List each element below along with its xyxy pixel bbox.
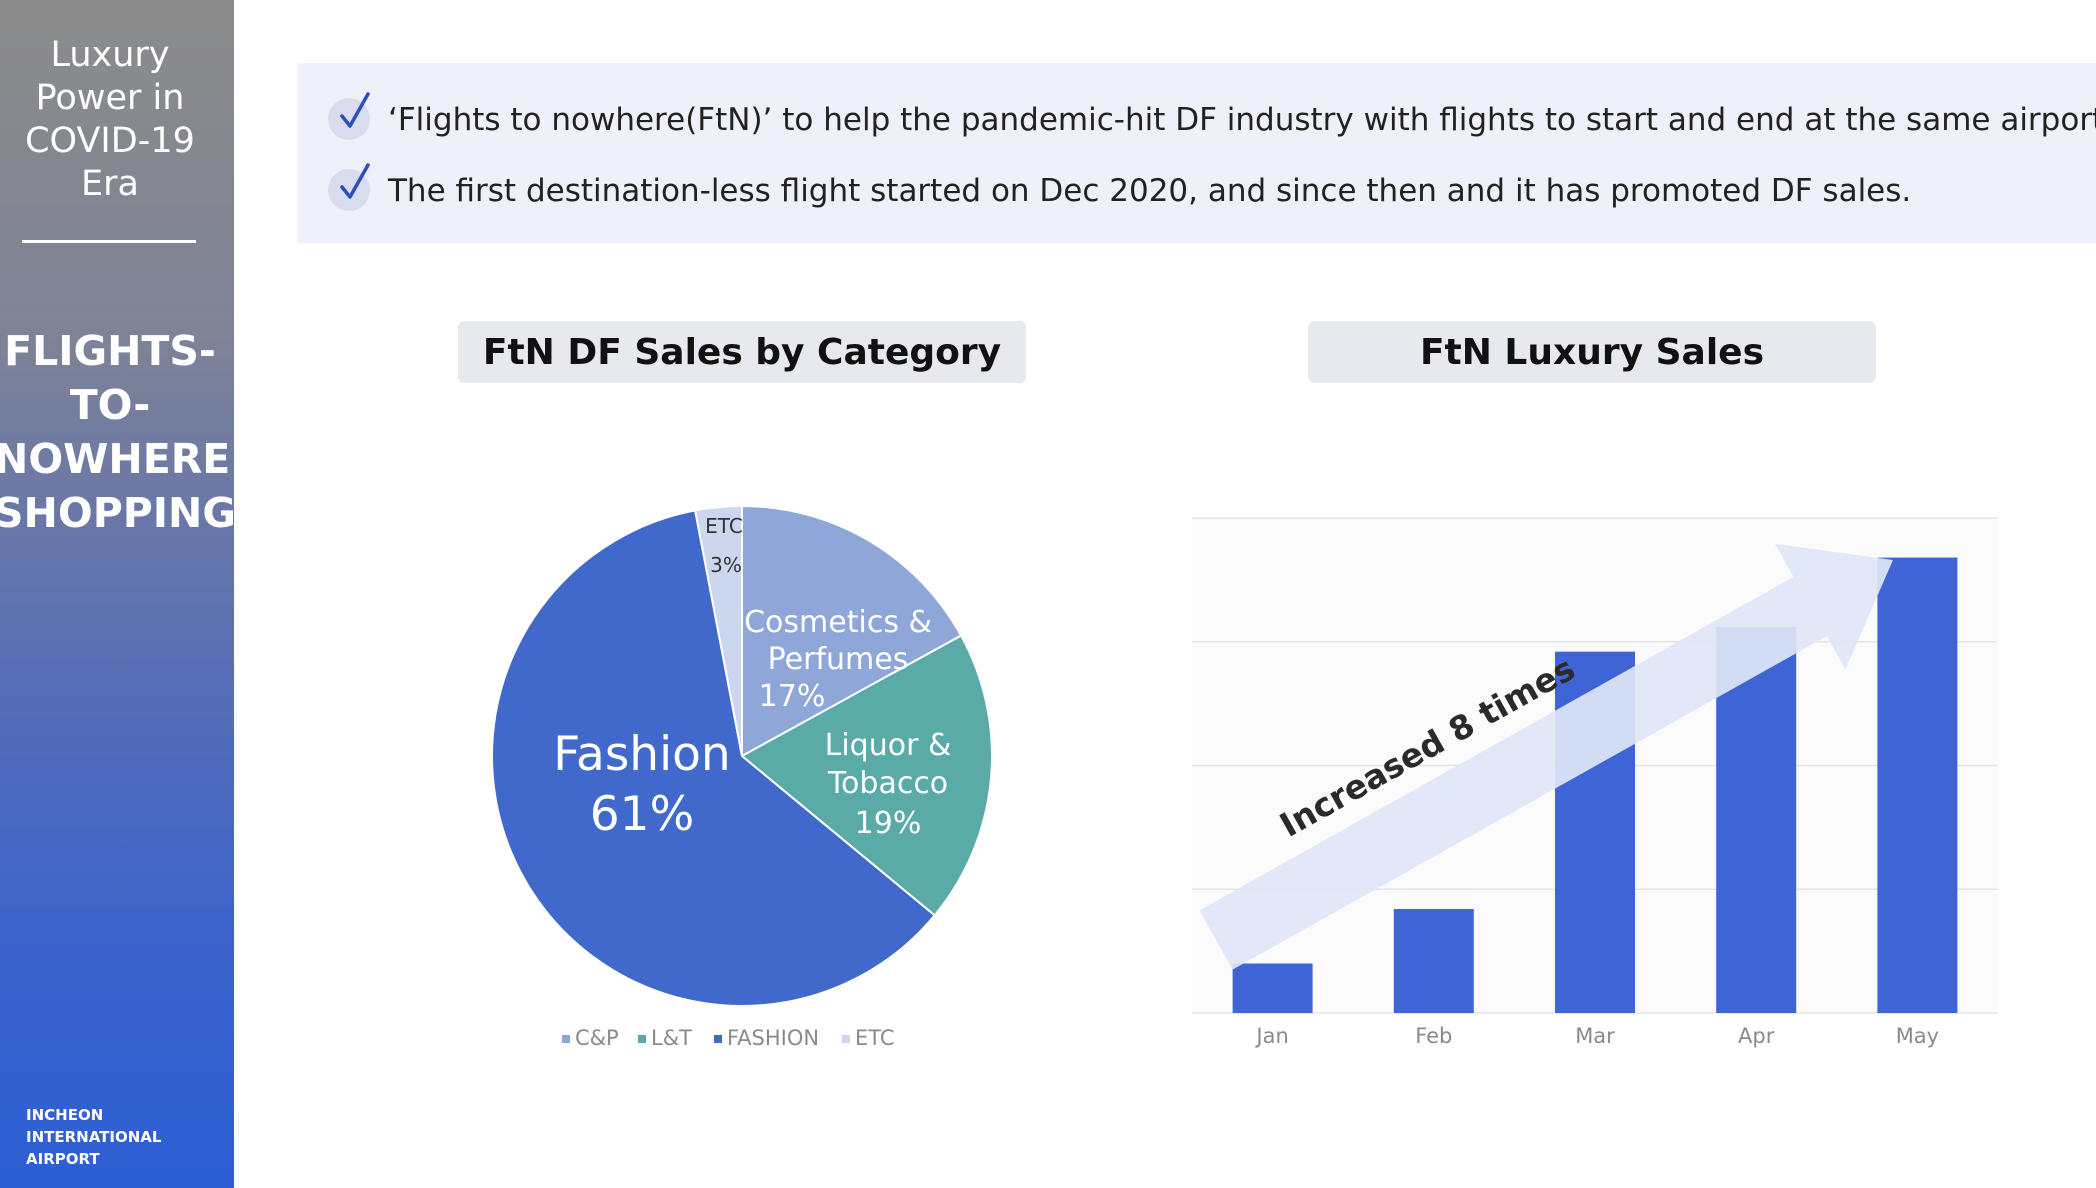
legend-swatch <box>714 1035 722 1043</box>
airport-logo: INCHEON INTERNATIONAL AIRPORT <box>26 1106 162 1168</box>
pie-slice-etc <box>693 504 743 757</box>
trend-arrow-icon <box>1199 543 1893 970</box>
section-subtitle: Luxury Power in COVID-19 Era <box>25 35 195 204</box>
bullet-text: ‘Flights to nowhere(FtN)’ to help the pa… <box>388 102 2096 138</box>
checkmark-icon <box>328 163 370 211</box>
x-tick-label: Mar <box>1575 1024 1615 1048</box>
slice-value: 17% <box>759 679 826 714</box>
pie-slice-cp <box>741 504 963 758</box>
x-tick-label: Jan <box>1254 1024 1288 1048</box>
bullet-text: The first destination-less flight starte… <box>388 173 1912 209</box>
pie-slice-lt <box>740 634 993 917</box>
legend-label: FASHION <box>727 1026 819 1050</box>
bar-apr <box>1716 626 1797 1013</box>
bar-feb <box>1393 909 1474 1013</box>
slice-label: Fashion <box>553 727 730 782</box>
pie-slice-fashion <box>491 509 937 1007</box>
x-tick-label: May <box>1896 1024 1939 1048</box>
legend-label: ETC <box>855 1026 895 1050</box>
slice-value: 61% <box>590 787 694 842</box>
slice-label: ETC <box>705 514 743 538</box>
slice-label: Liquor & Tobacco <box>825 728 952 801</box>
sidebar-divider <box>22 240 196 243</box>
x-tick-label: Feb <box>1415 1024 1452 1048</box>
x-tick-label: Apr <box>1738 1024 1775 1048</box>
bar-chart-title: FtN Luxury Sales <box>1308 321 1876 383</box>
info-banner <box>298 63 2096 243</box>
legend-label: C&P <box>575 1026 619 1050</box>
legend-swatch <box>562 1035 570 1043</box>
slice-value: 19% <box>855 806 922 841</box>
slice-label: Cosmetics & Perfumes <box>744 605 932 677</box>
pie-chart-title: FtN DF Sales by Category <box>458 321 1026 383</box>
slice-value: 3% <box>710 553 742 577</box>
bar-jan <box>1232 963 1313 1013</box>
section-title: FLIGHTS- TO- NOWHERE SHOPPING <box>0 327 237 537</box>
legend-swatch <box>842 1035 850 1043</box>
sidebar: Luxury Power in COVID-19 Era FLIGHTS- TO… <box>0 0 237 1188</box>
checkmark-icon <box>328 92 370 140</box>
legend-swatch <box>638 1035 646 1043</box>
legend-label: L&T <box>651 1026 692 1050</box>
bar-may <box>1877 557 1958 1013</box>
